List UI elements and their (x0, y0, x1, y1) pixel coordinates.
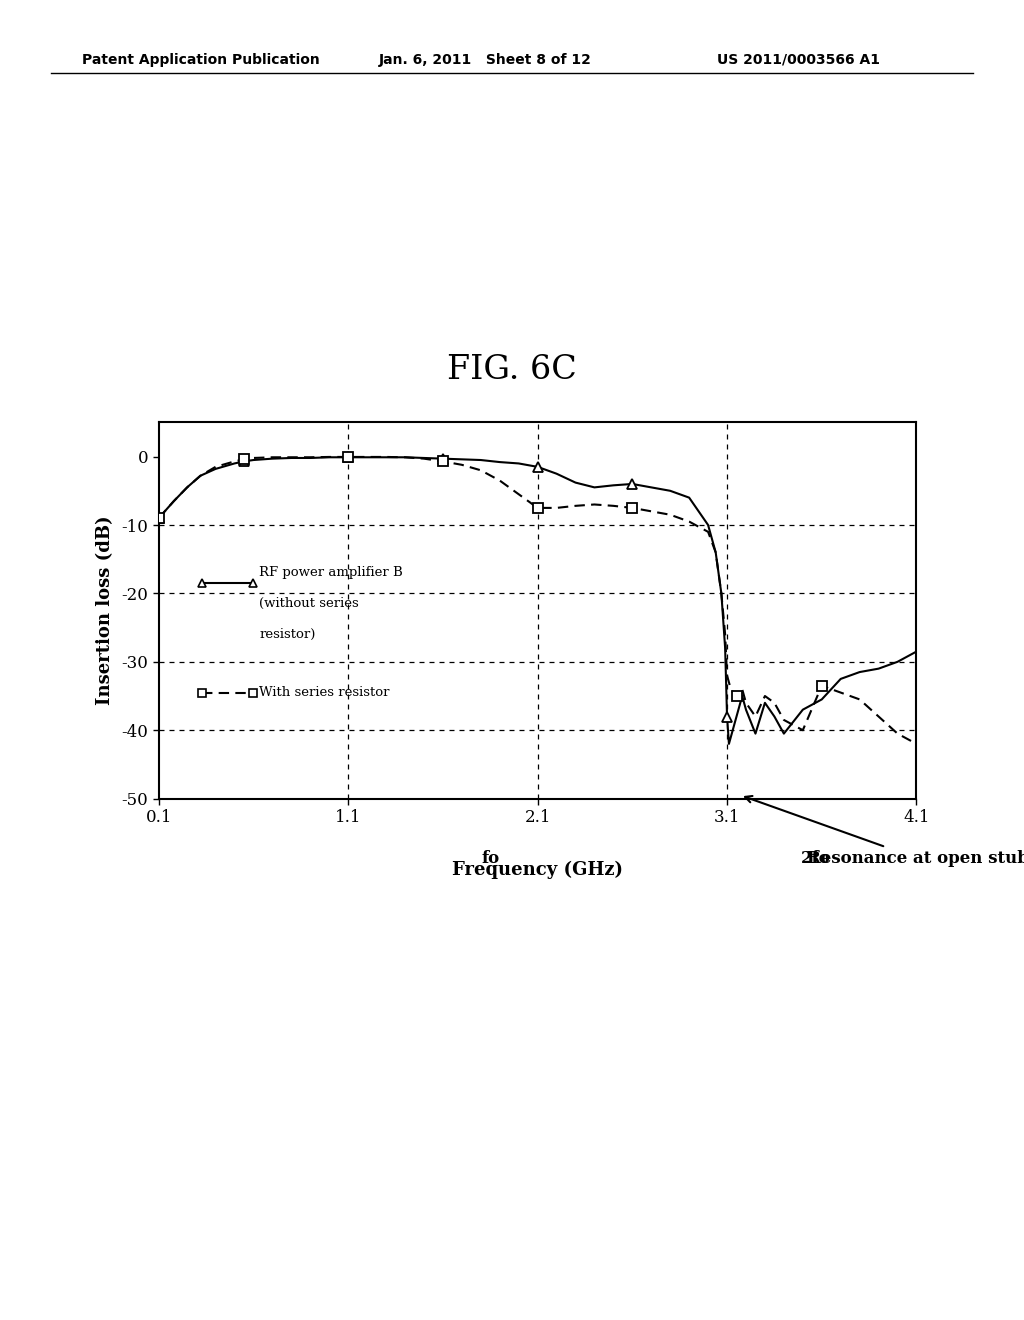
Text: fo: fo (481, 850, 500, 867)
Text: US 2011/0003566 A1: US 2011/0003566 A1 (717, 53, 880, 67)
Y-axis label: Insertion loss (dB): Insertion loss (dB) (96, 516, 115, 705)
Text: RF power amplifier B: RF power amplifier B (259, 566, 402, 579)
Text: Jan. 6, 2011   Sheet 8 of 12: Jan. 6, 2011 Sheet 8 of 12 (379, 53, 592, 67)
Text: Patent Application Publication: Patent Application Publication (82, 53, 319, 67)
Text: Resonance at open stub: Resonance at open stub (745, 796, 1024, 867)
Text: 2fo: 2fo (801, 850, 830, 867)
Text: With series resistor: With series resistor (259, 686, 389, 700)
Text: FIG. 6C: FIG. 6C (447, 354, 577, 385)
Text: resistor): resistor) (259, 628, 315, 642)
X-axis label: Frequency (GHz): Frequency (GHz) (453, 861, 623, 879)
Text: (without series: (without series (259, 597, 358, 610)
